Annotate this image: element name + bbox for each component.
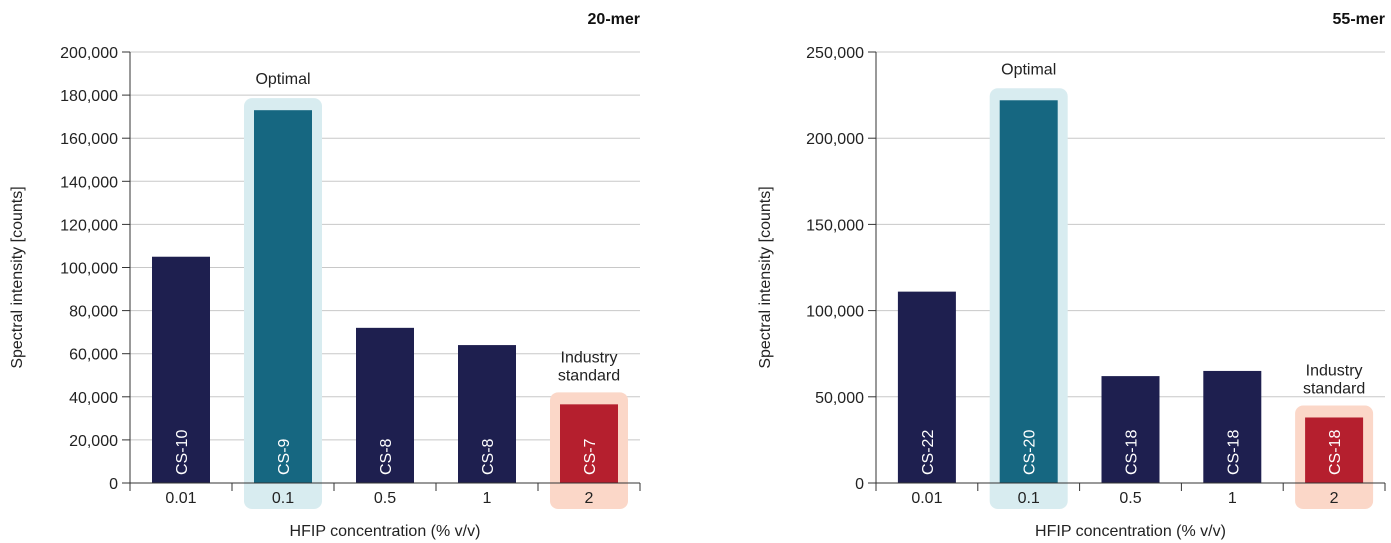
x-tick-label: 0.01 xyxy=(165,490,196,507)
y-axis-label: Spectral intensity [counts] xyxy=(9,186,26,368)
x-tick-label: 0.1 xyxy=(272,490,294,507)
chart-1: CS-10 CS-9 CS-8 CS-8 CS-7 0 20,000 40,000 60,000… xyxy=(9,11,641,540)
x-axis-label: HFIP concentration (% v/v) xyxy=(290,523,481,540)
y-tick-label: 120,000 xyxy=(60,217,118,234)
y-tick-label: 200,000 xyxy=(806,131,864,148)
bar-label: CS-8 xyxy=(378,438,395,475)
y-tick-label: 20,000 xyxy=(69,433,118,450)
y-tick-label: 100,000 xyxy=(806,304,864,321)
bar-label: CS-18 xyxy=(1124,430,1141,475)
optimal-annotation: Optimal xyxy=(1001,61,1056,78)
x-axis-label: HFIP concentration (% v/v) xyxy=(1035,523,1226,540)
y-tick-label: 0 xyxy=(109,476,118,493)
y-tick-label: 80,000 xyxy=(69,304,118,321)
bar xyxy=(1101,376,1160,483)
bar-label: CS-8 xyxy=(480,438,497,475)
industry-annotation-line: standard xyxy=(1303,380,1365,397)
y-tick-label: 200,000 xyxy=(60,45,118,62)
y-tick-label: 150,000 xyxy=(806,217,864,234)
bar xyxy=(254,110,312,483)
x-tick-label: 0.01 xyxy=(911,490,942,507)
bar-label: CS-20 xyxy=(1022,430,1039,475)
bar xyxy=(356,327,414,483)
bar-label: CS-18 xyxy=(1327,430,1344,475)
chart-title: 55-mer xyxy=(1333,11,1385,28)
y-tick-label: 100,000 xyxy=(60,261,118,278)
bar xyxy=(1203,370,1262,483)
bar-label: CS-9 xyxy=(276,438,293,475)
y-tick-label: 250,000 xyxy=(806,45,864,62)
x-tick-label: 0.1 xyxy=(1018,490,1040,507)
x-tick-label: 0.5 xyxy=(374,490,396,507)
y-tick-label: 180,000 xyxy=(60,88,118,105)
bar xyxy=(897,291,956,483)
chart-2: CS-22 CS-20 CS-18 CS-18 CS-18 0 50,000 100,000 1… xyxy=(757,11,1386,540)
industry-annotation-line: Industry xyxy=(561,349,618,366)
y-tick-label: 40,000 xyxy=(69,390,118,407)
industry-annotation-line: standard xyxy=(558,367,620,384)
y-tick-label: 160,000 xyxy=(60,131,118,148)
bar-label: CS-18 xyxy=(1225,430,1242,475)
bar xyxy=(152,256,210,483)
bar xyxy=(1305,417,1364,483)
bar xyxy=(999,100,1058,483)
bar-label: CS-10 xyxy=(174,430,191,475)
bar xyxy=(560,404,618,483)
industry-annotation: Industry standard xyxy=(558,349,620,384)
x-tick-label: 2 xyxy=(1330,490,1339,507)
industry-annotation-line: Industry xyxy=(1306,362,1363,379)
y-tick-label: 0 xyxy=(855,476,864,493)
x-tick-label: 2 xyxy=(585,490,594,507)
bar-label: CS-22 xyxy=(920,430,937,475)
y-axis-label: Spectral intensity [counts] xyxy=(757,186,774,368)
x-tick-label: 0.5 xyxy=(1119,490,1141,507)
y-tick-label: 60,000 xyxy=(69,347,118,364)
x-tick-label: 1 xyxy=(1228,490,1237,507)
industry-annotation: Industry standard xyxy=(1303,362,1365,397)
bar xyxy=(458,345,516,483)
bar-label: CS-7 xyxy=(582,438,599,475)
y-tick-label: 140,000 xyxy=(60,174,118,191)
optimal-annotation: Optimal xyxy=(255,71,310,88)
x-tick-label: 1 xyxy=(483,490,492,507)
y-tick-label: 50,000 xyxy=(815,390,864,407)
chart-title: 20-mer xyxy=(588,11,640,28)
